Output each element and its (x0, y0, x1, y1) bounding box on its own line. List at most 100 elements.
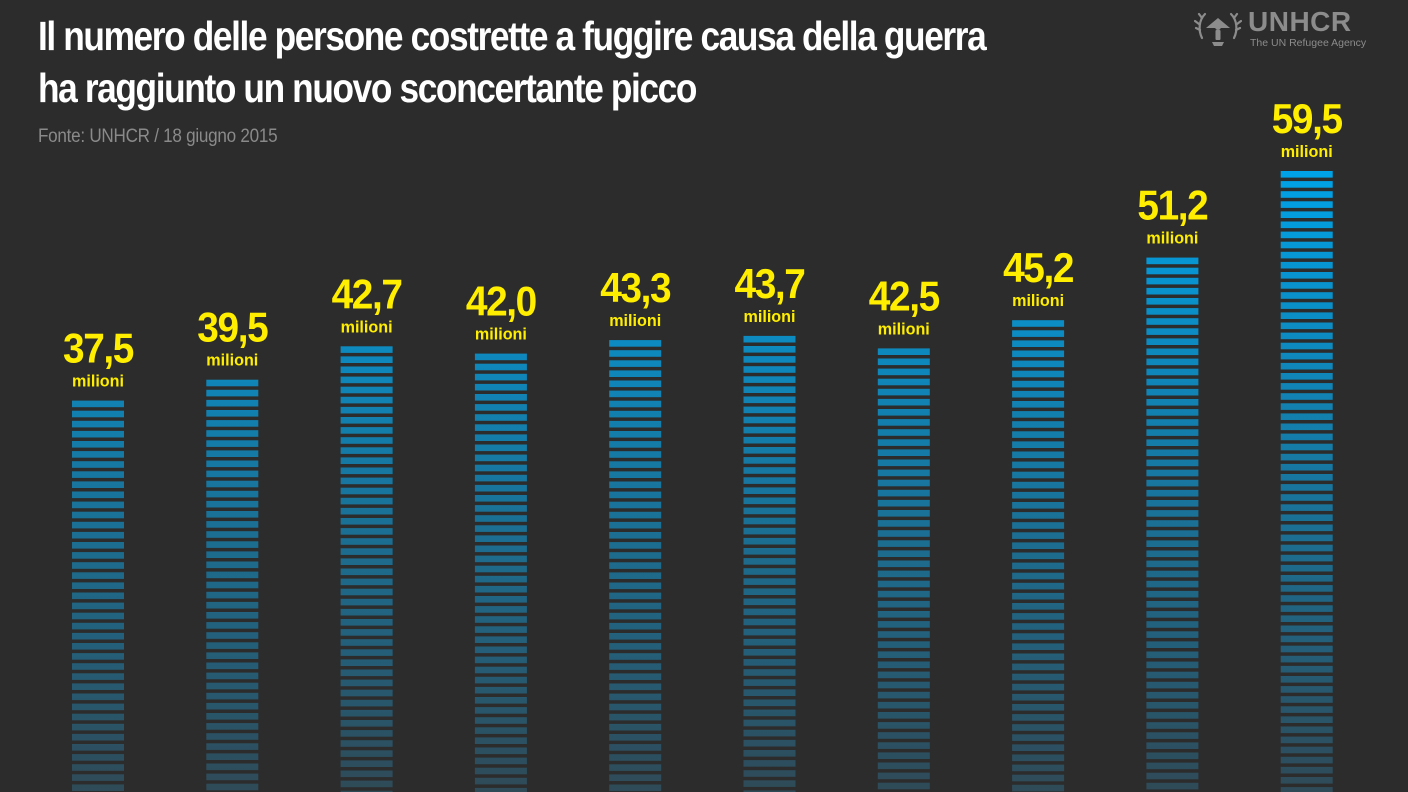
bar-value-label: 42,0 (466, 278, 536, 325)
bar-stripe (743, 396, 796, 404)
bar-stripe (877, 530, 930, 537)
bar-stripe (1146, 500, 1199, 507)
bar (474, 353, 527, 792)
bar-stripe (1146, 348, 1199, 356)
bar-stripe (340, 709, 393, 717)
bar-stripe (1280, 362, 1333, 370)
bar-stripe (1146, 409, 1199, 416)
bar-stripe (474, 495, 527, 502)
bar-stripe (1280, 625, 1333, 633)
bar-stripe (609, 491, 662, 499)
bar-stripe (1280, 756, 1333, 764)
bar-stripe (609, 410, 662, 418)
bar-stripe (1012, 562, 1065, 570)
bar-stripe (72, 622, 124, 630)
bar-stripe (1146, 459, 1199, 467)
bar-stripe (609, 723, 662, 731)
bar-stripe (1012, 461, 1065, 469)
bar-stripe (877, 712, 930, 719)
bar-stripe (1146, 691, 1199, 699)
bar-stripe (1146, 742, 1199, 749)
bar-unit-label: milioni (609, 311, 661, 330)
bar-stripe (1280, 686, 1333, 693)
bar-stripe (474, 686, 527, 694)
bar-stripe (474, 353, 527, 361)
bar-unit-label: milioni (475, 325, 527, 344)
bar-stripe (743, 467, 796, 474)
bar-stripe (877, 449, 930, 456)
bar-stripe (1280, 595, 1333, 602)
bar-stripe (1280, 201, 1333, 208)
bar-stripe (743, 699, 796, 707)
bar-stripe (1280, 373, 1333, 380)
chart-title-line-2: ha raggiunto un nuovo sconcertante picco (38, 65, 697, 111)
bar-stripe (1012, 572, 1065, 580)
bar-stripe (340, 578, 393, 586)
bar-stripe (474, 565, 527, 573)
bar-stripe (743, 568, 796, 575)
bar-stripe (1012, 693, 1065, 701)
bar-stripe (1280, 352, 1333, 360)
bar-stripe (1146, 651, 1199, 659)
bar-stripe (743, 709, 796, 717)
bar-stripe (1146, 702, 1199, 709)
bar-stripe (609, 713, 662, 721)
bar-stripe (1280, 766, 1333, 774)
bar-stripe (1012, 704, 1065, 711)
bar-stripe (877, 479, 930, 487)
bar-stripe (743, 426, 796, 434)
bar-stripe (743, 346, 796, 353)
bar-stripe (340, 639, 393, 646)
bar-stripe (340, 356, 393, 363)
bar-stripe (206, 490, 259, 498)
bar-stripe (609, 643, 662, 650)
bar-stripe (72, 451, 124, 458)
bar-stripe (877, 499, 930, 507)
bar-stripe (1280, 746, 1333, 754)
bar-stripe (743, 689, 796, 696)
bar-stripe (1146, 298, 1199, 305)
bar-stripe (743, 770, 796, 777)
bar-stripe (743, 649, 796, 656)
bar-stripe (1012, 441, 1065, 448)
bar-stripe (72, 491, 124, 499)
bar-stripe (1280, 171, 1333, 178)
bar-stripe (609, 754, 662, 761)
bar-stripe (474, 464, 527, 472)
bar-stripe (1280, 494, 1333, 501)
bar-stripe (609, 592, 662, 600)
bar-stripe (609, 734, 662, 741)
bar-stripe (1280, 443, 1333, 451)
bar-stripe (877, 409, 930, 416)
bar-stripe (206, 581, 259, 589)
bar-stripe (743, 760, 796, 767)
bar-stripe (340, 659, 393, 666)
bar-stripe (474, 373, 527, 381)
value-labels-group: 37,5milioni39,5milioni42,7milioni42,0mil… (63, 95, 1344, 391)
bar-stripe (1012, 502, 1065, 509)
bar-stripe (1012, 734, 1065, 741)
bar-stripe (1146, 419, 1199, 426)
bar-stripe (877, 691, 930, 699)
bar-stripe (1012, 390, 1065, 398)
bar-stripe (1280, 413, 1333, 420)
bar-stripe (743, 335, 796, 343)
bar-stripe (743, 447, 796, 454)
bar-stripe (72, 663, 124, 670)
bar-stripe (1280, 383, 1333, 390)
bar-stripe (1146, 540, 1199, 547)
bar-stripe (340, 558, 393, 565)
bar-stripe (1012, 754, 1065, 762)
bar-stripe (877, 570, 930, 578)
bar-stripe (1146, 621, 1199, 628)
bar-stripe (72, 774, 124, 781)
bar-stripe (609, 703, 662, 711)
bar-stripe (72, 764, 124, 771)
bar-stripe (609, 380, 662, 388)
bar (1012, 320, 1065, 792)
bar-stripe (474, 585, 527, 593)
bar-stripe (340, 538, 393, 545)
bar-stripe (340, 406, 393, 414)
bar-stripe (206, 551, 259, 558)
bar-stripe (877, 621, 930, 628)
